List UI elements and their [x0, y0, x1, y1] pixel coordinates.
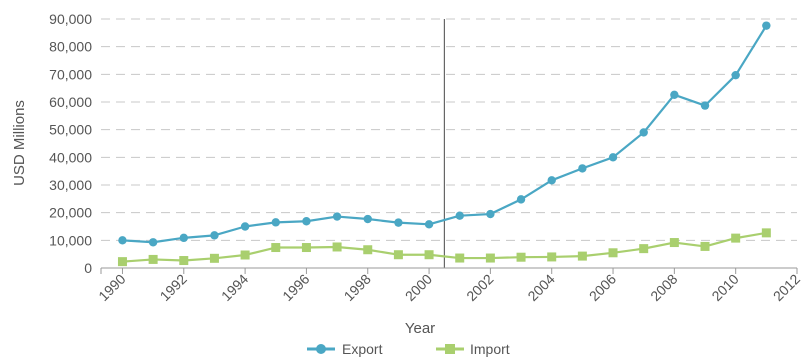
data-point-import	[608, 248, 618, 258]
x-tick-label: 2002	[463, 271, 496, 304]
data-point-export	[394, 218, 403, 227]
data-point-export	[332, 212, 342, 221]
data-point-export	[486, 209, 495, 219]
data-point-import	[117, 257, 127, 267]
series-line-export	[122, 25, 768, 244]
data-point-import	[516, 252, 526, 262]
data-point-import	[240, 250, 250, 260]
data-point-export	[762, 21, 771, 30]
data-point-export	[639, 128, 648, 137]
x-axis-title: Year	[405, 320, 435, 337]
data-point-export	[547, 176, 556, 185]
x-tick-label: 2004	[524, 271, 557, 304]
x-tick-label: 2008	[647, 271, 680, 304]
x-tick-label: 1992	[157, 271, 190, 304]
data-point-export	[455, 211, 464, 220]
data-point-import	[271, 243, 281, 253]
legend-label: Import	[470, 341, 510, 357]
y-tick-label: 90,000	[49, 11, 92, 27]
data-point-import	[731, 233, 741, 243]
data-point-import	[424, 250, 434, 260]
y-tick-label: 70,000	[49, 66, 92, 82]
x-tick-label: 1996	[279, 271, 312, 304]
legend-item-import: Import	[436, 341, 510, 357]
x-tick-label: 1998	[341, 271, 374, 304]
y-tick-label: 50,000	[49, 122, 92, 138]
data-point-import	[455, 253, 465, 263]
data-point-import	[700, 241, 710, 251]
y-tick-label: 60,000	[49, 94, 92, 110]
x-tick-label: 2006	[586, 271, 619, 304]
legend-label: Export	[342, 341, 383, 357]
data-point-import	[209, 253, 219, 263]
data-point-import	[547, 252, 557, 262]
series-line-import	[122, 231, 767, 263]
data-point-export	[302, 217, 311, 226]
data-point-export	[148, 238, 158, 247]
x-tick-label: 2000	[402, 271, 435, 304]
data-point-export	[670, 90, 679, 100]
data-point-import	[332, 242, 342, 252]
data-point-export	[731, 70, 740, 80]
data-point-export	[210, 231, 219, 240]
y-tick-label: 20,000	[49, 205, 92, 221]
data-point-export	[363, 214, 372, 224]
legend-marker	[445, 344, 455, 354]
data-point-export	[578, 164, 587, 173]
y-axis-title: USD Millions	[11, 100, 28, 186]
data-point-export	[700, 101, 710, 110]
axes	[100, 267, 798, 274]
data-point-import	[485, 253, 495, 263]
data-point-export	[118, 236, 127, 245]
data-point-import	[669, 238, 679, 248]
data-point-export	[240, 222, 250, 231]
x-tick-label: 2010	[708, 271, 741, 304]
x-tick-label: 1994	[218, 271, 251, 304]
data-point-export	[179, 233, 188, 243]
data-point-export	[516, 195, 526, 204]
data-point-export	[271, 218, 280, 227]
data-point-import	[179, 256, 189, 266]
series-lines	[117, 21, 771, 267]
gridlines	[101, 18, 797, 241]
data-point-import	[148, 254, 158, 264]
x-tick-label: 2012	[770, 271, 801, 304]
y-tick-label: 30,000	[49, 177, 92, 193]
data-point-export	[608, 153, 618, 162]
legend: Export Import	[307, 341, 510, 357]
data-point-import	[761, 228, 771, 238]
x-tick-labels: 1990 1992 1994 1996 1998 2000 2002 2004 2006 2008…	[95, 271, 801, 304]
y-tick-label: 40,000	[49, 149, 92, 165]
y-tick-labels: 0 10,000 20,000 30,000 40,000 50,000 60,000 70,…	[49, 11, 92, 276]
legend-item-export: Export	[307, 341, 383, 357]
data-point-import	[639, 244, 649, 254]
x-tick-label: 1990	[95, 271, 128, 304]
y-tick-label: 10,000	[49, 232, 92, 248]
data-point-import	[393, 250, 403, 260]
legend-marker	[316, 344, 326, 354]
series-export	[118, 21, 771, 247]
data-point-import	[363, 245, 373, 255]
y-tick-label: 80,000	[49, 39, 92, 55]
data-point-import	[301, 243, 311, 253]
data-point-import	[577, 251, 587, 261]
series-import	[117, 228, 771, 267]
y-tick-label: 0	[84, 260, 92, 276]
data-point-export	[424, 220, 434, 229]
